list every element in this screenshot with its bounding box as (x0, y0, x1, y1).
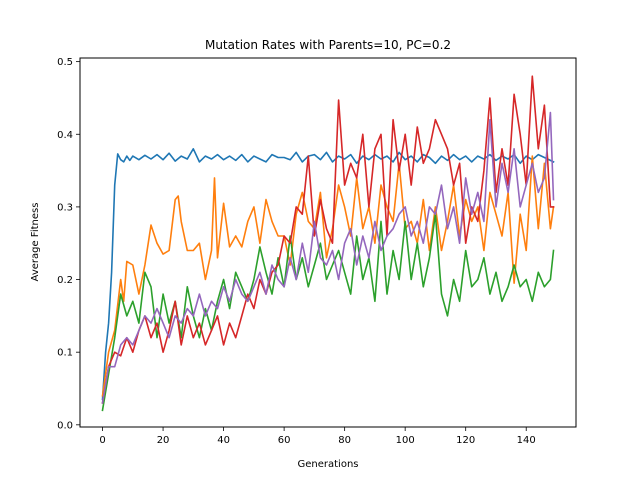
plot-frame (79, 57, 577, 428)
y-tick-label: 0.1 (57, 348, 73, 359)
y-tick-label: 0.5 (57, 57, 73, 68)
x-tick-label: 100 (396, 435, 415, 446)
y-axis: 0.0 0.1 0.2 0.3 0.4 0.5 (57, 57, 80, 431)
y-tick-label: 0.4 (57, 130, 73, 141)
x-tick-label: 140 (517, 435, 536, 446)
x-tick-label: 80 (338, 435, 351, 446)
series-line-4 (101, 75, 555, 404)
x-tick-label: 60 (278, 435, 291, 446)
x-tick-label: 0 (99, 435, 105, 446)
x-tick-label: 40 (217, 435, 230, 446)
x-tick-label: 120 (456, 435, 475, 446)
chart-title: Mutation Rates with Parents=10, PC=0.2 (205, 38, 451, 52)
y-tick-label: 0.0 (57, 420, 73, 431)
series-line-1 (101, 148, 555, 401)
x-axis: 0 20 40 60 80 100 120 140 (99, 427, 536, 446)
x-tick-label: 20 (157, 435, 170, 446)
y-axis-label: Average Fitness (30, 203, 41, 282)
y-tick-label: 0.2 (57, 275, 73, 286)
plot-lines (101, 75, 555, 412)
series-line-5 (101, 111, 555, 404)
y-tick-label: 0.3 (57, 202, 73, 213)
series-line-2 (101, 155, 555, 397)
x-axis-label: Generations (298, 459, 359, 470)
